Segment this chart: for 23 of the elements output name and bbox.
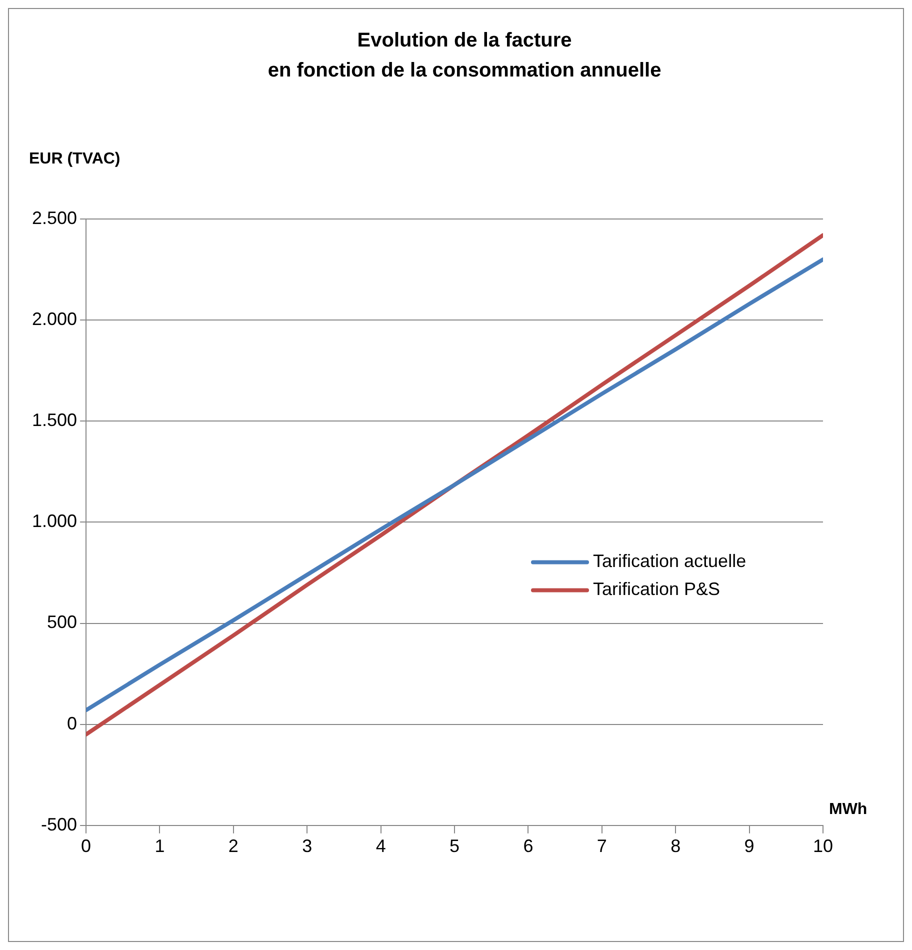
x-tick-label: 4 [376, 836, 386, 856]
x-tick-label: 6 [523, 836, 534, 856]
y-tick-label: 2.500 [32, 208, 78, 228]
y-tick-label: -500 [41, 814, 78, 834]
x-tick-label: 9 [744, 836, 754, 856]
x-tick-label: 2 [228, 836, 238, 856]
legend-label: Tarification actuelle [593, 551, 746, 572]
y-tick-label: 1.000 [32, 511, 78, 532]
y-axis-title: EUR (TVAC) [29, 150, 120, 168]
legend-label: Tarification P&S [593, 579, 720, 600]
x-tick-label: 1 [154, 836, 165, 856]
x-tick-label: 0 [81, 836, 92, 856]
y-tick-label: 2.000 [32, 309, 78, 330]
x-tick-label: 5 [450, 836, 460, 856]
x-tick-label: 7 [596, 836, 607, 856]
y-tick-label: 500 [46, 612, 78, 632]
x-axis-title: MWh [829, 800, 868, 818]
x-tick-label: 8 [670, 836, 681, 856]
x-tick-label: 10 [812, 836, 834, 856]
y-tick-label: 1.500 [32, 410, 78, 430]
x-tick-label: 3 [302, 836, 312, 856]
chart-title: Evolution de la facture en fonction de la consommation annuelle [268, 30, 662, 82]
y-tick-label: 0 [67, 713, 78, 734]
